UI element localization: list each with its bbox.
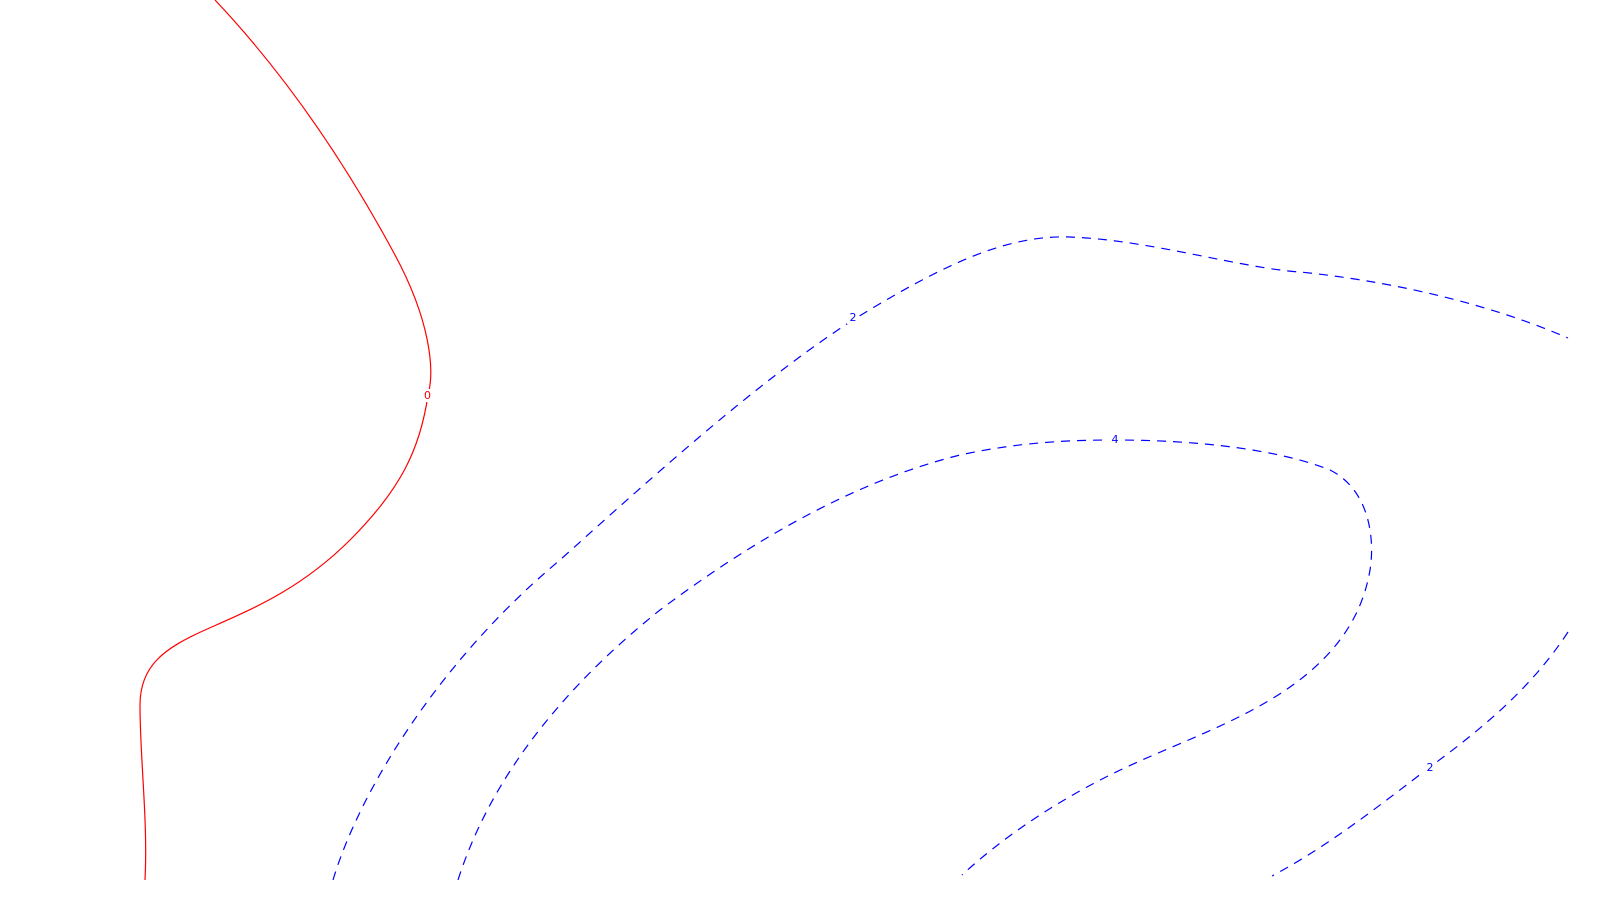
- contour-line-4: [457, 439, 1373, 881]
- contour-line-2-upper: [332, 236, 1569, 881]
- contour-label-2-upper: 2: [850, 311, 857, 324]
- contour-label-zero: 0: [424, 389, 431, 402]
- contour-label-2-upper-group: 2: [847, 311, 859, 324]
- contour-label-4-group: 4: [1109, 433, 1121, 446]
- contour-label-2-lower-group: 2: [1424, 761, 1436, 774]
- contour-line-2-lower: [1271, 631, 1569, 877]
- contour-label-4: 4: [1112, 433, 1119, 446]
- contour-line-zero: [139, 0, 432, 881]
- contour-label-zero-group: 0: [422, 389, 433, 402]
- contour-label-2-lower: 2: [1427, 761, 1434, 774]
